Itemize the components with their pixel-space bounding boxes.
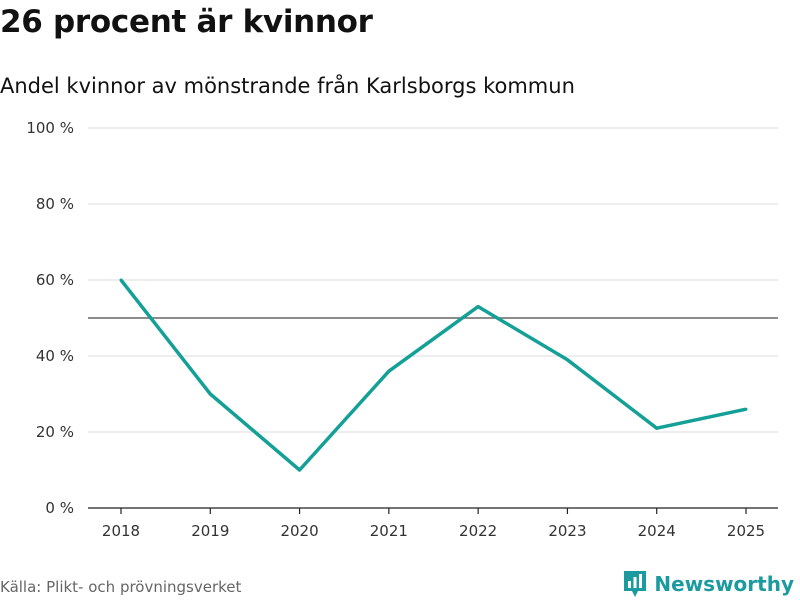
x-tick-label: 2024 [638,522,676,540]
x-tick-label: 2021 [370,522,408,540]
newsworthy-logo-icon [624,571,647,597]
x-axis: 2018 2019 2020 2021 2022 2023 2024 2025 [88,507,778,540]
series-line [119,278,747,472]
data-point-2025 [744,407,748,411]
y-tick-label: 20 % [36,423,74,441]
y-tick-label: 0 % [45,499,74,517]
brand-name: Newsworthy [654,572,794,596]
data-point-2024 [655,426,659,430]
y-tick-label: 60 % [36,271,74,289]
chart-title: 26 procent är kvinnor [0,4,373,40]
x-tick-label: 2023 [548,522,586,540]
x-tick-label: 2025 [727,522,765,540]
y-tick-label: 100 % [26,119,74,137]
data-point-2022 [476,305,480,309]
x-tick-label: 2019 [191,522,229,540]
gridlines [88,127,778,433]
x-tick-label: 2018 [102,522,140,540]
source-note: Källa: Plikt- och prövningsverket [0,578,242,596]
x-tick-label: 2022 [459,522,497,540]
data-point-2023 [565,358,569,362]
x-tick-label: 2020 [280,522,318,540]
chart-subtitle: Andel kvinnor av mönstrande från Karlsbo… [0,74,575,98]
y-tick-label: 80 % [36,195,74,213]
data-point-2020 [298,468,302,472]
y-tick-label: 40 % [36,347,74,365]
data-point-2021 [387,369,391,373]
data-point-2018 [119,278,123,282]
y-axis: 0 % 20 % 40 % 60 % 80 % 100 % [26,119,74,517]
series-group [119,278,748,472]
brand-logo: Newsworthy [622,569,794,599]
data-point-2019 [208,392,212,396]
